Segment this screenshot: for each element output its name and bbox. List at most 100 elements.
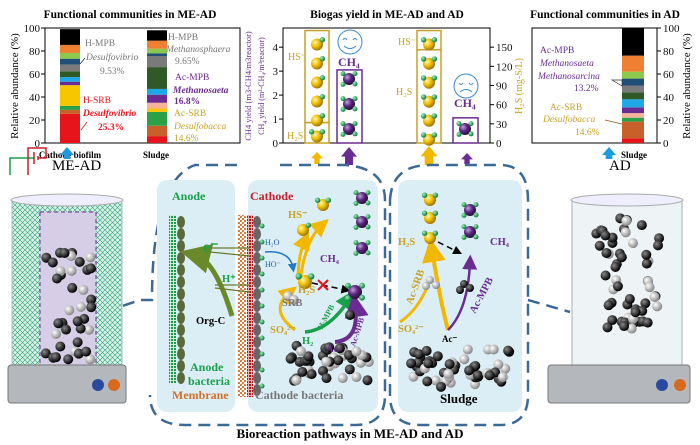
molecule-icon <box>343 123 355 135</box>
y-axis-left-label-formatted: CH4 yield (m³-CH₄/m³reactor) <box>257 37 269 135</box>
knob-icon <box>92 379 104 391</box>
sludge-particle <box>497 372 508 383</box>
molecule-icon <box>298 275 312 289</box>
stirrer-base <box>547 364 691 404</box>
mead-reactor-label: ME-AD <box>52 158 101 174</box>
sludge-particle <box>78 284 89 295</box>
molecule-icon <box>423 133 435 146</box>
molecule-icon <box>464 204 476 216</box>
bar-segment <box>147 136 167 143</box>
annotation-acsrb: Ac-SRB <box>174 109 206 119</box>
h2s-label: H₂S <box>287 131 303 142</box>
bar-segment <box>60 81 80 86</box>
y-axis-label: Relative abundance (%) <box>9 33 21 139</box>
sludge-particle <box>295 346 306 357</box>
sludge-particle <box>421 345 432 356</box>
hs-label: HS⁻ <box>398 37 416 48</box>
y-tick-label: 3 <box>273 66 279 78</box>
cathode-bacterium <box>253 372 261 384</box>
x-label-sludge: Sludge <box>621 150 647 160</box>
sludge-particle <box>653 240 664 251</box>
sludge-particle <box>640 298 651 309</box>
anode-bacteria-label: bacteria <box>188 374 230 388</box>
annotation-pct: 9.65% <box>175 57 200 67</box>
bar-segment <box>147 67 167 89</box>
y-tick-label: 20 <box>29 115 41 127</box>
molecule-icon <box>423 38 435 51</box>
sludge-particle <box>334 343 345 354</box>
y-tick-label: 80 <box>663 46 675 58</box>
anode-bacterium <box>177 228 185 240</box>
molecule-icon <box>356 242 368 254</box>
y-tick-label: 150 <box>496 42 513 54</box>
bar-segment <box>147 111 167 126</box>
y-tick-label: 0 <box>273 138 279 150</box>
sludge-particle <box>612 281 623 292</box>
bar-segment <box>147 56 167 68</box>
sludge-particle <box>649 291 660 302</box>
sludge-particle <box>641 249 652 260</box>
sludge-particle <box>72 337 83 348</box>
annotation-pct: 14.6% <box>575 128 600 138</box>
sludge-particle <box>321 373 332 384</box>
plot-frame <box>44 27 241 144</box>
y-axis-left-label-part: yield <box>257 103 266 121</box>
sludge-particle <box>610 261 621 272</box>
y-tick-label: 90 <box>496 81 508 93</box>
y-tick-label: 1 <box>273 114 279 126</box>
molecule-icon <box>356 216 368 228</box>
anode-bacterium <box>177 372 185 384</box>
y-tick-label: 60 <box>29 69 41 81</box>
mead-community-chart: Functional communities in ME-AD 0 20 40 60 8… <box>9 9 241 160</box>
molecule-icon <box>423 57 435 70</box>
sludge-particle <box>351 372 362 383</box>
bar-segment <box>147 108 167 112</box>
molecule-icon <box>424 212 436 224</box>
cathode-bacteria <box>253 216 265 396</box>
sludge-particle <box>63 354 74 365</box>
molecule-icon <box>459 123 471 135</box>
annotation-hsrb: H-SRB <box>83 96 111 106</box>
h2s-label: H₂S <box>398 237 415 248</box>
sludge-particle <box>422 376 433 387</box>
acetate-label: Ac⁻ <box>442 334 457 344</box>
sludge-particle <box>464 365 475 376</box>
sludge-particle <box>423 358 434 369</box>
sludge-particle <box>642 317 653 328</box>
up-arrow-icon <box>60 147 74 159</box>
stacked-bars <box>60 29 167 143</box>
annotations: H-MPB Desulfovibrio 9.53% H-SRB Desulfov… <box>79 33 231 144</box>
sludge-particle <box>472 370 483 381</box>
knob-icon <box>108 379 120 391</box>
annotation-pct: 25.3% <box>98 123 124 133</box>
y-tick-label: 4 <box>273 42 279 54</box>
sulfate-label: SO₄²⁻ <box>270 325 296 336</box>
sludge-particle <box>64 305 75 316</box>
sludge-particle <box>601 247 612 258</box>
bar-segment <box>60 113 80 143</box>
bar-segment <box>60 85 80 106</box>
cathode-electrode <box>247 215 253 397</box>
sludge-particle <box>84 324 95 335</box>
y-axis-left-label-part: CH <box>257 124 266 135</box>
cathode-bacterium <box>253 252 261 264</box>
anode-bacteria-label: Anode <box>190 360 224 374</box>
sad-face-icon <box>453 73 479 99</box>
sludge-particle <box>343 350 354 361</box>
y-tick-label: 100 <box>663 23 680 35</box>
membrane <box>238 215 246 397</box>
molecule-icon <box>343 98 355 110</box>
membrane-label: Membrane <box>172 388 229 402</box>
molecule-icons <box>283 190 371 320</box>
chart-title: Biogas yield in ME-AD and AD <box>310 9 464 21</box>
srb-label: SRB <box>282 298 302 309</box>
cathode-bacterium <box>253 360 261 372</box>
sulfate-label: SO₄²⁻ <box>398 324 424 335</box>
sludge-particle <box>86 302 97 313</box>
sludge-particle <box>85 263 96 274</box>
bar-segment <box>60 77 80 82</box>
anode-bacterium <box>177 240 185 252</box>
annotation-pct: 16.8% <box>174 97 200 107</box>
hydroxide-label: HO⁻ <box>265 260 281 269</box>
knob-icon <box>674 379 686 391</box>
